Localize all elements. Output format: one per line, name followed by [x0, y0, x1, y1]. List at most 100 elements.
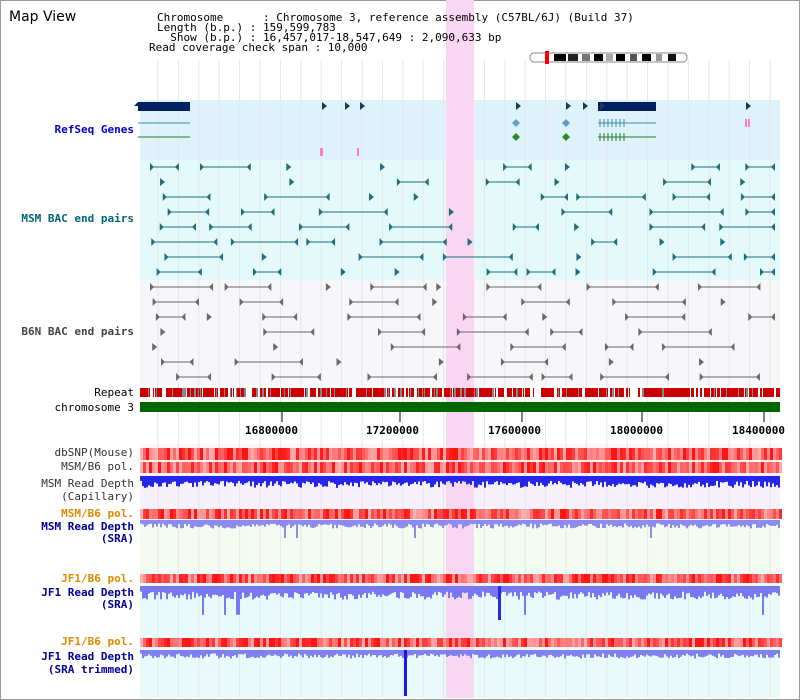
- polymorphism-cell: [668, 574, 671, 583]
- track-label-msm-bac[interactable]: MSM BAC end pairs: [21, 212, 134, 225]
- polymorphism-cell: [146, 509, 149, 519]
- depth-bar: [304, 586, 306, 594]
- depth-bar: [494, 476, 496, 483]
- polymorphism-cell: [146, 638, 149, 647]
- depth-bar: [704, 520, 706, 526]
- depth-bar: [194, 520, 196, 527]
- polymorphism-cell: [344, 509, 347, 519]
- polymorphism-cell: [734, 574, 737, 583]
- repeat-gap: [774, 388, 776, 397]
- repeat-gap: [434, 388, 435, 397]
- depth-bar: [438, 520, 440, 526]
- polymorphism-cell: [560, 462, 563, 473]
- polymorphism-cell: [296, 448, 299, 460]
- polymorphism-cell: [740, 509, 743, 519]
- polymorphism-cell: [437, 574, 440, 583]
- bac-end-marker: [192, 223, 197, 231]
- depth-bar: [600, 650, 602, 658]
- polymorphism-cell: [302, 448, 305, 460]
- depth-bar: [558, 650, 560, 658]
- polymorphism-cell: [638, 462, 641, 473]
- depth-bar: [186, 586, 188, 600]
- track-label-b6n-bac[interactable]: B6N BAC end pairs: [21, 325, 134, 338]
- polymorphism-cell: [284, 574, 287, 583]
- polymorphism-cell: [776, 509, 779, 519]
- depth-bar: [584, 650, 586, 658]
- depth-bar: [204, 586, 206, 598]
- depth-bar: [142, 586, 144, 599]
- depth-bar: [546, 650, 548, 658]
- depth-bar: [660, 520, 662, 525]
- gene-arrow: [360, 102, 365, 110]
- depth-bar: [668, 586, 670, 594]
- depth-bar: [676, 520, 678, 526]
- depth-bar: [634, 650, 636, 655]
- polymorphism-cell: [371, 509, 374, 519]
- depth-bar: [362, 476, 364, 482]
- polymorphism-cell: [383, 448, 386, 460]
- polymorphism-cell: [410, 509, 413, 519]
- depth-bar: [238, 520, 240, 527]
- polymorphism-cell: [374, 448, 377, 460]
- depth-bar: [432, 520, 434, 528]
- polymorphism-cell: [749, 462, 752, 473]
- depth-bar: [494, 520, 496, 525]
- polymorphism-cell: [377, 462, 380, 473]
- bac-end-marker: [613, 238, 618, 246]
- ideogram-band: [568, 54, 578, 61]
- repeat-gap: [494, 388, 495, 397]
- polymorphism-cell: [191, 509, 194, 519]
- polymorphism-cell: [269, 448, 272, 460]
- depth-bar: [512, 650, 514, 659]
- bac-end-marker: [755, 373, 760, 381]
- polymorphism-cell: [164, 638, 167, 647]
- depth-bar: [576, 520, 578, 528]
- depth-bar: [172, 586, 174, 597]
- polymorphism-cell: [209, 509, 212, 519]
- polymorphism-cell: [422, 638, 425, 647]
- polymorphism-cell: [311, 574, 314, 583]
- polymorphism-cell: [467, 448, 470, 460]
- bac-end-marker: [513, 268, 518, 276]
- polymorphism-cell: [599, 638, 602, 647]
- polymorphism-cell: [527, 509, 530, 519]
- depth-bar: [268, 476, 270, 486]
- polymorphism-cell: [470, 462, 473, 473]
- polymorphism-cell: [296, 574, 299, 583]
- depth-bar: [448, 650, 450, 656]
- depth-bar: [316, 520, 318, 527]
- polymorphism-cell: [152, 638, 155, 647]
- repeat-gap: [366, 388, 367, 397]
- depth-bar: [140, 650, 142, 654]
- polymorphism-cell: [389, 509, 392, 519]
- polymorphism-cell: [575, 638, 578, 647]
- polymorphism-cell: [680, 638, 683, 647]
- polymorphism-cell: [596, 574, 599, 583]
- polymorphism-cell: [236, 448, 239, 460]
- polymorphism-cell: [368, 574, 371, 583]
- bac-end-marker: [279, 298, 284, 306]
- bac-end-marker: [707, 328, 712, 336]
- polymorphism-cell: [488, 638, 491, 647]
- depth-bar: [636, 586, 638, 598]
- track-label-refseq[interactable]: RefSeq Genes: [54, 123, 134, 136]
- depth-bar: [208, 586, 210, 597]
- polymorphism-cell: [323, 509, 326, 519]
- polymorphism-cell: [446, 448, 449, 460]
- depth-bar: [416, 476, 418, 485]
- depth-bar: [402, 650, 404, 658]
- depth-bar: [344, 586, 346, 596]
- polymorphism-strip: [140, 509, 782, 519]
- polymorphism-cell: [641, 509, 644, 519]
- depth-bar: [636, 650, 638, 659]
- polymorphism-cell: [476, 509, 479, 519]
- depth-bar: [604, 586, 606, 596]
- depth-bar: [218, 586, 220, 597]
- repeat-gap: [308, 388, 310, 397]
- polymorphism-cell: [284, 462, 287, 473]
- repeat-gap: [512, 388, 513, 397]
- bac-end-marker: [604, 343, 609, 351]
- depth-bar: [208, 520, 210, 526]
- depth-bar: [446, 476, 448, 482]
